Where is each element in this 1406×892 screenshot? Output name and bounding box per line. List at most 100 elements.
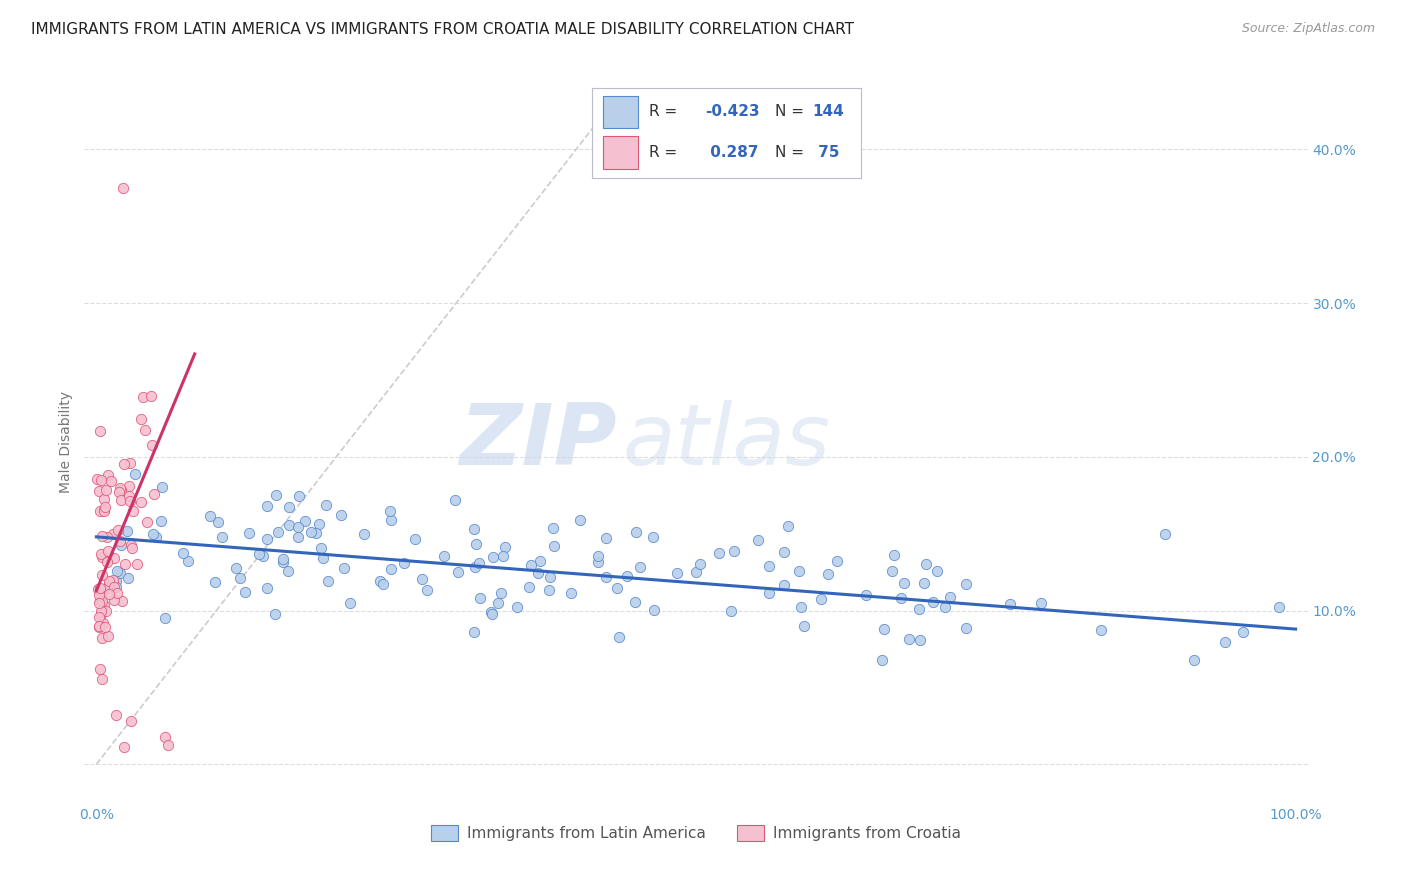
Point: [149, 514, 172, 528]
Point: [115, 524, 138, 538]
Point: [624, 525, 647, 540]
Point: [247, 547, 270, 561]
Point: [893, 576, 915, 591]
Point: [256, 581, 278, 595]
Point: [97, 467, 120, 482]
Point: [517, 580, 540, 594]
Point: [607, 630, 630, 644]
Point: [277, 565, 299, 579]
Point: [481, 607, 503, 622]
Point: [908, 633, 931, 648]
Point: [120, 714, 142, 729]
Point: [103, 593, 125, 607]
Point: [288, 490, 311, 504]
Point: [112, 740, 135, 755]
Point: [93, 599, 115, 613]
Point: [211, 530, 233, 544]
Point: [101, 573, 124, 587]
Point: [492, 549, 515, 563]
Point: [569, 512, 592, 526]
Point: [97, 579, 120, 593]
Point: [315, 499, 337, 513]
Point: [225, 561, 247, 575]
Point: [108, 484, 131, 499]
Point: [264, 487, 287, 501]
Point: [491, 586, 513, 600]
Point: [100, 474, 122, 488]
Point: [150, 480, 173, 494]
Point: [105, 586, 128, 600]
Point: [330, 508, 353, 523]
Point: [494, 541, 516, 555]
Point: [110, 538, 132, 552]
Point: [380, 513, 402, 527]
Point: [98, 576, 121, 591]
Point: [311, 541, 333, 556]
Point: [308, 516, 330, 531]
Point: [89, 620, 111, 634]
Point: [623, 595, 645, 609]
Point: [479, 605, 502, 619]
Point: [90, 473, 112, 487]
Point: [129, 495, 152, 509]
Point: [934, 599, 956, 614]
Point: [463, 624, 485, 639]
Point: [312, 551, 335, 566]
Point: [91, 528, 114, 542]
Point: [118, 456, 141, 470]
Point: [122, 504, 145, 518]
Point: [91, 550, 114, 565]
Point: [538, 570, 561, 584]
Point: [172, 546, 194, 560]
Point: [94, 620, 117, 634]
Point: [153, 611, 176, 625]
Point: [912, 575, 935, 590]
Point: [271, 555, 294, 569]
Point: [825, 554, 848, 568]
Point: [595, 531, 617, 545]
Point: [463, 522, 485, 536]
Point: [104, 708, 127, 723]
Point: [125, 557, 148, 571]
Point: [519, 558, 541, 572]
Point: [316, 574, 339, 588]
Point: [404, 532, 426, 546]
Point: [1268, 599, 1291, 614]
Point: [914, 558, 936, 572]
Point: [486, 596, 509, 610]
Point: [111, 594, 134, 608]
Point: [110, 533, 132, 548]
Point: [287, 520, 309, 534]
Point: [90, 604, 112, 618]
Point: [278, 517, 301, 532]
Text: ZIP: ZIP: [458, 400, 616, 483]
Point: [817, 566, 839, 581]
Point: [118, 489, 141, 503]
Point: [89, 483, 111, 498]
Point: [415, 583, 437, 598]
Point: [790, 599, 813, 614]
Point: [793, 619, 815, 633]
Point: [689, 557, 711, 571]
Point: [665, 566, 688, 580]
Point: [90, 593, 112, 607]
Point: [628, 559, 651, 574]
Point: [294, 514, 316, 528]
Point: [256, 532, 278, 546]
Point: [433, 549, 456, 563]
Point: [156, 738, 179, 752]
Point: [529, 553, 551, 567]
Point: [955, 621, 977, 635]
Point: [595, 569, 617, 583]
Y-axis label: Male Disability: Male Disability: [59, 391, 73, 492]
Point: [105, 574, 128, 588]
Point: [86, 473, 108, 487]
Point: [96, 555, 118, 569]
Point: [136, 515, 159, 529]
Point: [198, 508, 221, 523]
Point: [873, 623, 896, 637]
Point: [586, 555, 609, 569]
Point: [103, 580, 125, 594]
Point: [641, 530, 664, 544]
Point: [616, 568, 638, 582]
